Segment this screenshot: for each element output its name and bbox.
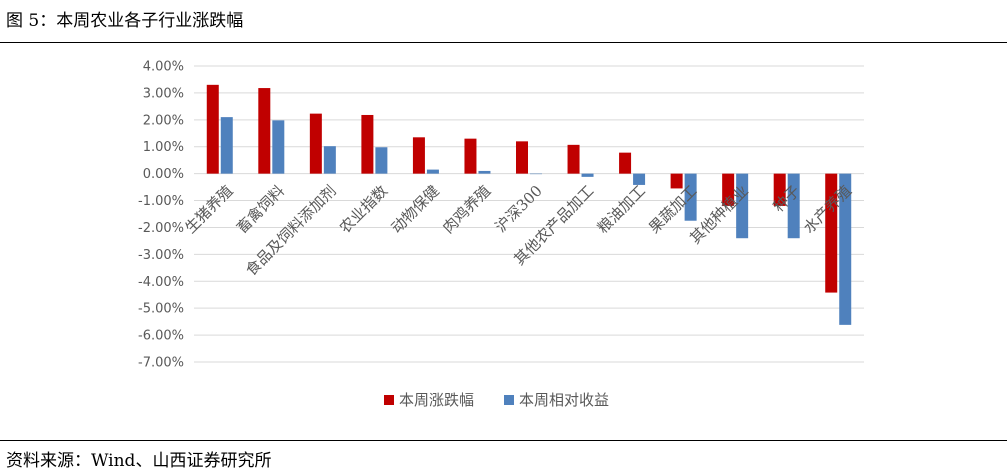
bar-relative-return [530, 173, 542, 175]
bar-weekly-change [722, 173, 735, 206]
bar-relative-return [736, 173, 749, 239]
y-tick-label: 1.00% [143, 140, 184, 155]
bar-relative-return [581, 173, 594, 177]
y-tick-label: -2.00% [138, 221, 184, 236]
bar-relative-return [375, 147, 388, 174]
bar-relative-return [272, 120, 285, 174]
x-category-label: 肉鸡养殖 [439, 182, 494, 237]
y-tick-label: 4.00% [143, 60, 184, 75]
legend-label: 本周相对收益 [519, 391, 609, 409]
x-category-label: 食品及饲料添加剂 [242, 182, 340, 280]
y-tick-label: 0.00% [143, 167, 184, 182]
y-tick-label: -4.00% [138, 275, 184, 290]
y-tick-label: -7.00% [138, 356, 184, 371]
x-axis-labels: 生猪养殖畜禽饲料食品及饲料添加剂农业指数动物保健肉鸡养殖沪深300其他农产品加工… [181, 182, 855, 280]
bars [206, 84, 852, 325]
bar-weekly-change [619, 152, 632, 174]
bar-relative-return [478, 170, 491, 174]
bottom-rule [0, 440, 1007, 441]
source-note: 资料来源：Wind、山西证券研究所 [6, 451, 272, 471]
y-tick-label: 2.00% [143, 113, 184, 128]
figure-title: 图 5：本周农业各子行业涨跌幅 [6, 11, 244, 31]
bar-weekly-change [412, 137, 425, 174]
bar-relative-return [787, 173, 800, 239]
gridlines [194, 65, 864, 363]
bar-relative-return [633, 173, 646, 185]
legend: 本周涨跌幅 本周相对收益 [384, 391, 609, 409]
legend-swatch [384, 395, 394, 405]
bar-weekly-change [206, 84, 219, 174]
y-axis: 4.00% 3.00% 2.00% 1.00% 0.00% -1.00% -2.00% -3.… [138, 60, 184, 371]
x-category-label: 农业指数 [336, 182, 391, 237]
bar-weekly-change [670, 173, 683, 189]
bar-weekly-change [516, 141, 528, 174]
legend-swatch [504, 395, 514, 405]
x-category-label: 生猪养殖 [181, 182, 236, 237]
bar-weekly-change [361, 114, 374, 174]
bar-relative-return [684, 173, 697, 221]
y-tick-label: -6.00% [138, 329, 184, 344]
y-tick-label: -3.00% [138, 248, 184, 263]
top-rule [0, 42, 1007, 43]
x-category-label: 粮油加工 [594, 182, 649, 237]
bar-relative-return [839, 173, 852, 325]
bar-chart: 4.00% 3.00% 2.00% 1.00% 0.00% -1.00% -2.00% -3.… [138, 60, 864, 409]
bar-weekly-change [773, 173, 786, 206]
bar-weekly-change [309, 113, 322, 174]
bar-relative-return [220, 117, 233, 174]
y-tick-label: -1.00% [138, 194, 184, 209]
y-tick-label: -5.00% [138, 302, 184, 317]
bar-weekly-change [567, 144, 580, 174]
legend-label: 本周涨跌幅 [399, 391, 474, 409]
bar-weekly-change [258, 88, 271, 174]
bar-weekly-change [825, 173, 838, 293]
x-category-label: 动物保健 [388, 182, 443, 237]
bar-weekly-change [464, 138, 477, 174]
bar-relative-return [323, 146, 336, 174]
bar-relative-return [426, 169, 439, 174]
y-tick-label: 3.00% [143, 86, 184, 101]
